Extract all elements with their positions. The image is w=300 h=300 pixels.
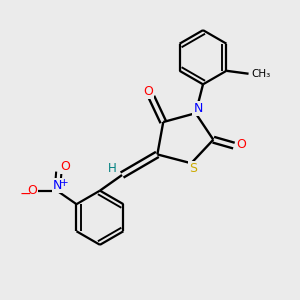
Text: N: N xyxy=(193,102,203,115)
Text: O: O xyxy=(60,160,70,173)
Text: CH₃: CH₃ xyxy=(251,69,270,79)
Text: −: − xyxy=(19,187,31,201)
Text: O: O xyxy=(143,85,153,98)
Text: S: S xyxy=(189,162,197,175)
Text: H: H xyxy=(108,162,117,175)
Text: O: O xyxy=(27,184,37,197)
Text: N: N xyxy=(53,179,62,192)
Text: O: O xyxy=(236,139,246,152)
Text: +: + xyxy=(59,178,68,188)
